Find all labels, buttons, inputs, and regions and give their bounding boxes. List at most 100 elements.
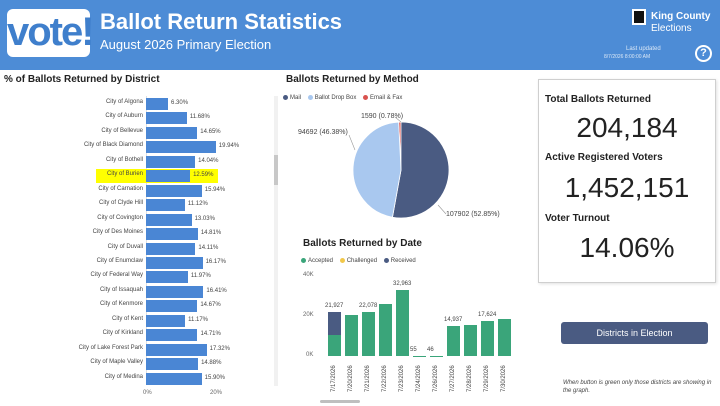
district-label[interactable]: City of Issaquah [99, 286, 143, 293]
district-label[interactable]: City of Federal Way [90, 272, 143, 279]
date-axis-label: 7/20/2026 [348, 365, 354, 392]
district-bar[interactable] [146, 141, 216, 154]
method-legend: Mail Ballot Drop Box Email & Fax [283, 95, 407, 101]
date-axis-label: 7/17/2026 [331, 365, 337, 392]
district-bar[interactable] [146, 170, 191, 183]
district-bar[interactable] [146, 112, 187, 125]
district-bar[interactable] [146, 256, 203, 269]
district-value-label: 14.71% [200, 331, 221, 338]
legend-dot-icon [301, 258, 306, 263]
district-label[interactable]: City of Clyde Hill [98, 200, 143, 207]
king-county-icon [632, 9, 646, 25]
district-bar[interactable] [146, 285, 204, 298]
district-label[interactable]: City of Kent [111, 315, 143, 322]
district-scrollbar[interactable] [274, 96, 278, 386]
district-bar[interactable] [146, 242, 196, 255]
district-bar[interactable] [146, 126, 198, 139]
date-axis-label: 7/24/2026 [416, 365, 422, 392]
district-bar[interactable] [146, 213, 192, 226]
date-bar-accepted[interactable] [345, 315, 358, 356]
pie-leader-line [348, 134, 356, 151]
date-bar-accepted[interactable] [413, 355, 426, 357]
district-value-label: 14.04% [198, 157, 219, 164]
legend-item-email-fax[interactable]: Email & Fax [363, 95, 402, 101]
district-bar[interactable] [146, 329, 198, 342]
voter-turnout-value: 14.06% [579, 232, 675, 263]
district-axis-tick: 0% [143, 390, 152, 396]
date-bar-accepted[interactable] [328, 335, 341, 356]
district-bar[interactable] [146, 199, 185, 212]
district-label[interactable]: City of Bellevue [101, 127, 143, 134]
district-bar[interactable] [146, 314, 186, 327]
district-bar[interactable] [146, 271, 188, 284]
page-title: Ballot Return Statistics [100, 9, 343, 34]
district-bar[interactable] [146, 155, 196, 168]
district-label[interactable]: City of Duvall [107, 243, 143, 250]
district-label[interactable]: City of Algona [105, 99, 143, 105]
legend-item-received[interactable]: Received [383, 258, 416, 264]
district-label[interactable]: City of Medina [104, 373, 143, 380]
district-value-label: 14.67% [200, 302, 221, 309]
district-label[interactable]: City of Carnation [98, 185, 143, 192]
legend-dot-icon [363, 95, 369, 100]
legend-item-drop-box[interactable]: Ballot Drop Box [307, 95, 356, 101]
districts-in-election-button[interactable]: Districts in Election [561, 322, 708, 344]
org-sub: Elections [651, 23, 692, 34]
district-label[interactable]: City of Kenmore [99, 301, 143, 308]
voter-turnout-label: Voter Turnout [545, 213, 610, 224]
district-label[interactable]: City of Enumclaw [96, 257, 143, 264]
date-bar-received[interactable] [328, 312, 341, 335]
district-scroll-thumb[interactable] [274, 155, 278, 185]
date-bar-accepted[interactable] [464, 325, 477, 356]
district-value-label: 12.59% [193, 172, 214, 179]
date-value-label: 21,927 [325, 303, 344, 310]
district-bar[interactable] [146, 343, 207, 356]
date-bar-accepted[interactable] [379, 304, 392, 356]
district-bar[interactable] [146, 372, 202, 385]
date-bar-accepted[interactable] [447, 326, 460, 356]
legend-item-mail[interactable]: Mail [283, 95, 301, 101]
date-bar-accepted[interactable] [498, 319, 511, 356]
district-value-label: 16.41% [206, 287, 227, 294]
district-value-label: 11.12% [187, 201, 208, 208]
date-bar-accepted[interactable] [362, 311, 375, 356]
date-bar-accepted[interactable] [396, 290, 409, 356]
date-axis-label: 7/27/2026 [450, 365, 456, 392]
district-bar[interactable] [146, 358, 199, 371]
district-value-label: 11.17% [188, 316, 208, 323]
date-axis-label: 7/30/2026 [501, 365, 507, 392]
district-label[interactable]: City of Des Moines [92, 229, 143, 236]
legend-item-accepted[interactable]: Accepted [301, 258, 333, 264]
district-label[interactable]: City of Burien [106, 171, 143, 178]
date-bar-accepted[interactable] [481, 320, 494, 356]
district-label[interactable]: City of Covington [97, 214, 143, 221]
district-bar[interactable] [146, 300, 198, 313]
pie-leader-line [437, 204, 447, 215]
pie-label-mail: 107902 (52.85%) [446, 211, 500, 218]
legend-item-challenged[interactable]: Challenged [339, 258, 377, 264]
district-value-label: 14.88% [201, 360, 222, 367]
date-axis-label: 7/23/2026 [399, 365, 405, 392]
district-label[interactable]: City of Lake Forest Park [78, 344, 143, 351]
district-label[interactable]: City of Kirkland [102, 330, 143, 337]
district-value-label: 14.65% [200, 128, 221, 135]
district-bar[interactable] [146, 184, 202, 197]
district-label[interactable]: City of Bothell [105, 156, 143, 163]
legend-dot-icon [307, 95, 313, 100]
date-axis-label: 7/22/2026 [382, 365, 388, 392]
date-value-label: 32,963 [393, 281, 412, 288]
horizontal-scrollbar[interactable] [320, 400, 360, 403]
district-label[interactable]: City of Maple Valley [90, 359, 143, 366]
district-bar[interactable] [146, 98, 169, 110]
help-icon[interactable]: ? [695, 45, 712, 62]
district-label[interactable]: City of Auburn [105, 113, 143, 120]
pie-slice-email-fax[interactable] [398, 121, 402, 171]
pie-label-email-fax: 1590 (0.78%) [361, 113, 404, 120]
district-axis-tick: 20% [210, 390, 223, 396]
pie-slice-ballot-drop-box[interactable] [352, 121, 402, 218]
date-y-tick: 0K [306, 352, 314, 358]
district-label[interactable]: City of Black Diamond [83, 142, 143, 149]
pie-slice-mail[interactable] [391, 121, 450, 219]
date-bar-accepted[interactable] [430, 355, 443, 357]
district-bar[interactable] [146, 228, 198, 241]
